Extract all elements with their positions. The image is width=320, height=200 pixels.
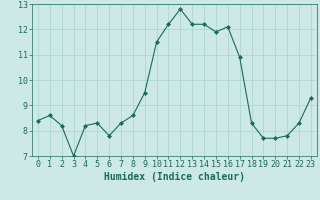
- X-axis label: Humidex (Indice chaleur): Humidex (Indice chaleur): [104, 172, 245, 182]
